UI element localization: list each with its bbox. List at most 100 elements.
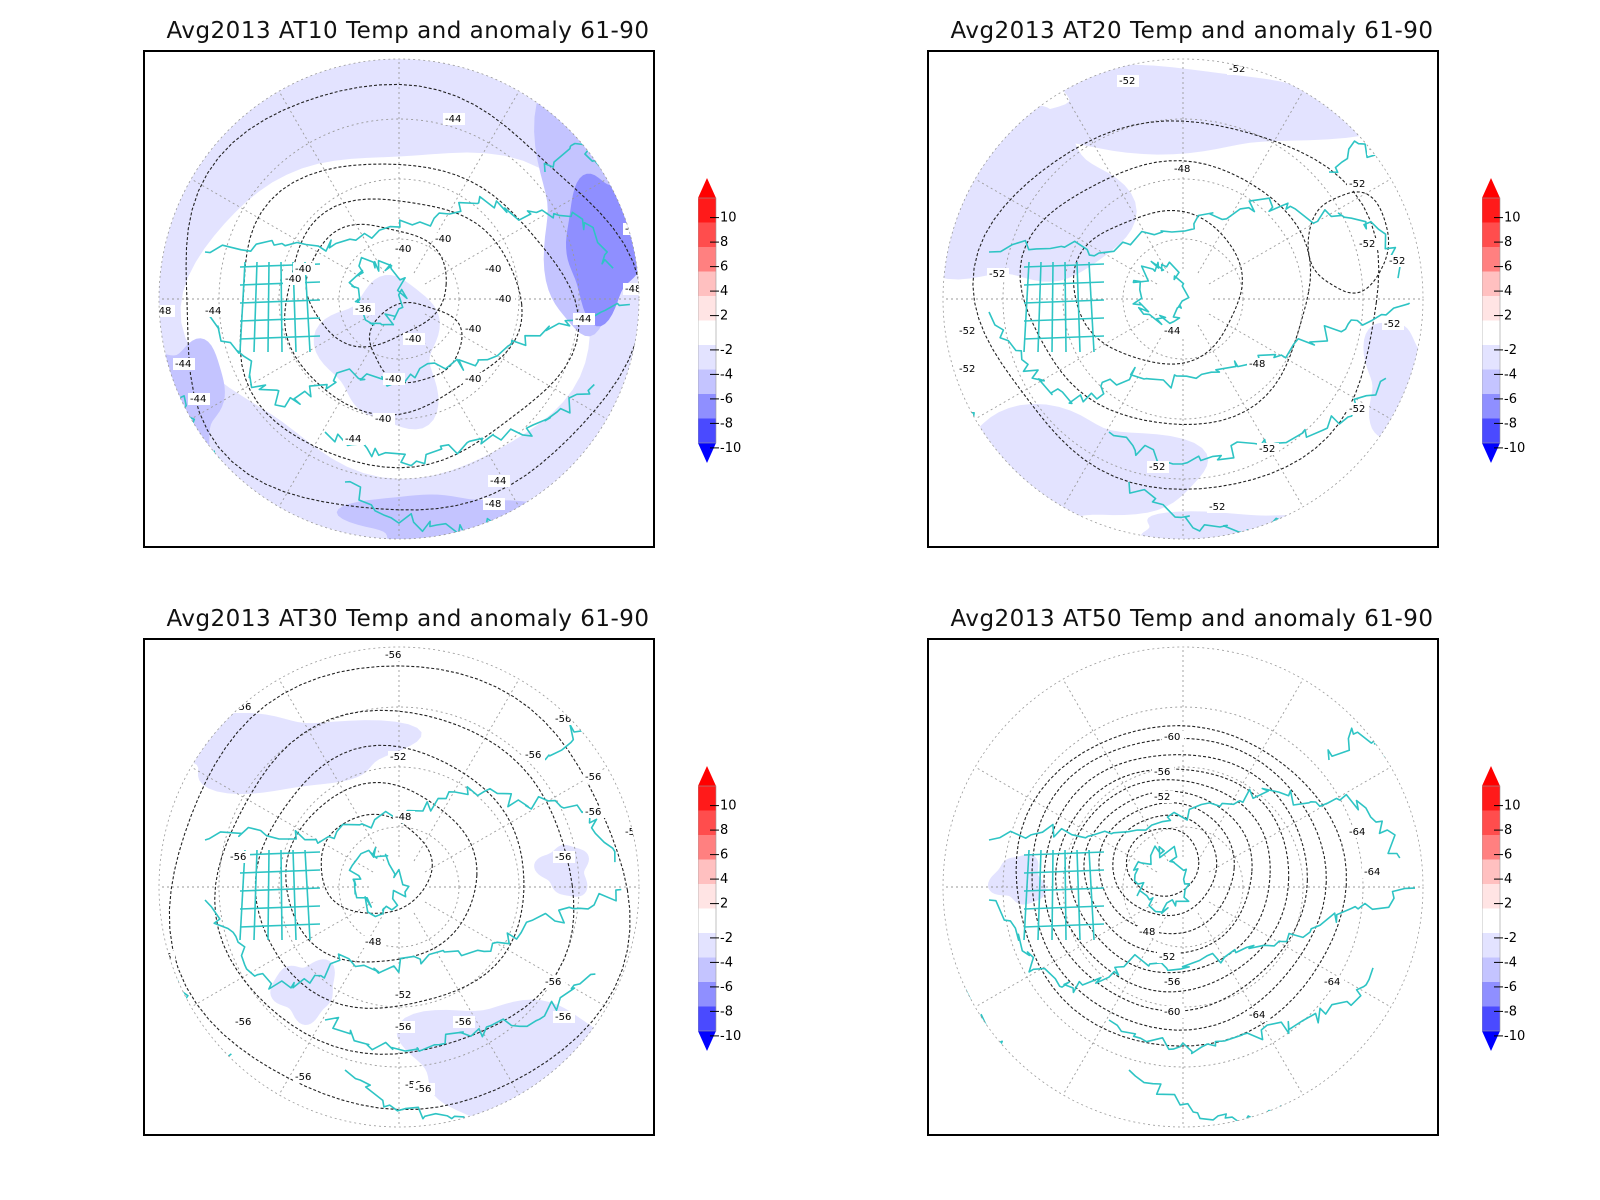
polar-map-at30: -56 -56 -56 -56 -56 -56 -56 -52 -56 -56 -48 -56 -56 -… (143, 638, 655, 1136)
contour-label-bg (1357, 238, 1379, 250)
legend-tick-label: -2 (1504, 931, 1517, 946)
contour-label-bg (203, 305, 225, 317)
contour-label-bg (1162, 731, 1184, 743)
contour-label-bg (493, 293, 515, 305)
contour-label-bg (403, 333, 425, 345)
contour-label: -44 (205, 306, 221, 317)
contour-label: -56 (1154, 767, 1170, 778)
contour-label: -48 (155, 306, 171, 317)
legend-tick-label: 6 (720, 260, 728, 275)
legend-tick-label: -4 (720, 955, 733, 970)
contour-label: -52 (959, 326, 975, 337)
contour-label: -56 (585, 772, 601, 783)
contour-label-bg (1322, 976, 1344, 988)
legend-swatch (1482, 908, 1500, 933)
contour-label: -56 (465, 650, 481, 661)
legend-swatch (698, 369, 716, 394)
contour-label: -40 (485, 264, 501, 275)
legend-swatch (1482, 418, 1500, 443)
contour-label-bg (1247, 358, 1269, 370)
legend-swatch (1482, 222, 1500, 247)
map-boundary (942, 646, 1424, 1128)
contour-label-bg (383, 649, 405, 661)
contour-label: -64 (1349, 827, 1365, 838)
contour-label: -60 (1164, 1007, 1180, 1018)
map-disk: -52 -52 -52 -52 -48 -52 -52 -52 -52 -52 -44 -48 -52 -… (943, 59, 1423, 539)
contour-label: -40 (395, 244, 411, 255)
contour-label: -48 (485, 499, 501, 510)
legend-swatch (698, 271, 716, 296)
contour-label: -52 (1209, 502, 1225, 513)
contour-label: -52 (1369, 144, 1385, 155)
contour-label-bg (383, 373, 405, 385)
contour-label: -64 (1364, 867, 1380, 878)
polar-map-at50: -60 -56 -52 -64 -64 -48 -52 -56 -60 -64 -64 (927, 638, 1439, 1136)
legend-tick-label: -4 (720, 367, 733, 382)
panel-title: Avg2013 AT10 Temp and anomaly 61-90 (166, 18, 650, 44)
contour-label: -36 (355, 304, 371, 315)
legend-swatch (1482, 394, 1500, 419)
contour-label-bg (1137, 926, 1159, 938)
legend-swatch (1482, 345, 1500, 370)
legend-tick-label: 6 (720, 848, 728, 863)
legend-under-arrow (698, 1031, 716, 1051)
contour-label: -40 (385, 374, 401, 385)
anomaly-shading (987, 854, 1047, 905)
legend-tick-label: 10 (1504, 211, 1521, 226)
contour-label: -56 (525, 750, 541, 761)
contour-label-bg (1382, 318, 1404, 330)
contour-label-bg (463, 323, 485, 335)
legend-tick-label: -8 (1504, 416, 1517, 431)
contour-label: -48 (1249, 359, 1265, 370)
legend-swatch (1482, 1006, 1500, 1031)
legend-swatch (698, 957, 716, 982)
contour-label: -40 (465, 374, 481, 385)
legend-tick-label: -8 (1504, 1004, 1517, 1019)
contour-label-layer: -52 -52 -52 -52 -48 -52 -52 -52 -52 -52 -44 -48 -52 -… (957, 63, 1409, 513)
contour-label-bg (1207, 501, 1229, 513)
legend-tick-label: -4 (1504, 955, 1517, 970)
contour-label: -56 (555, 1012, 571, 1023)
legend-tick-label: 8 (720, 823, 728, 838)
legend-tick-label: 8 (1504, 235, 1512, 250)
contour-label: -48 (1174, 164, 1190, 175)
legend-swatch (1482, 982, 1500, 1007)
colorbar-legend-at20: 10 8 6 4 2 -2 -4 -6 -8 -10 (1482, 178, 1562, 463)
map-panel-at30: Avg2013 AT30 Temp and anomaly 61-90 -56 -… (143, 588, 903, 1158)
legend-tick-label: -2 (720, 931, 733, 946)
legend-swatch (698, 982, 716, 1007)
legend-under-arrow (1482, 1031, 1500, 1051)
contour-label: -48 (1139, 927, 1155, 938)
legend-tick-label: -2 (1504, 343, 1517, 358)
map-boundary (942, 58, 1424, 540)
polar-map-at10: -44 -48 -48 -48 -40 -40 -40 -40 -36 -40 -48 -44 -44-… (143, 50, 655, 548)
legend-tick-label: -6 (720, 392, 733, 407)
contour-label: -52 (1149, 462, 1165, 473)
panel-title: Avg2013 AT50 Temp and anomaly 61-90 (950, 606, 1434, 632)
legend-swatch (698, 394, 716, 419)
contour-label-bg (1387, 255, 1409, 267)
legend-swatch (1482, 810, 1500, 835)
legend-tick-label: 4 (720, 872, 728, 887)
coastline-layer (164, 142, 631, 536)
contour-label: -56 (230, 852, 246, 863)
legend-tick-label: 2 (720, 309, 728, 324)
contour-label: -56 (205, 707, 221, 718)
panel-title: Avg2013 AT30 Temp and anomaly 61-90 (166, 606, 650, 632)
legend-swatch (698, 198, 716, 223)
contour-label-bg (1347, 826, 1369, 838)
contour-label: -56 (345, 640, 361, 648)
legend-swatch (698, 418, 716, 443)
contour-label-bg (443, 113, 465, 125)
contour-label: -56 (235, 702, 251, 713)
legend-swatch (1482, 859, 1500, 884)
temperature-contours (1015, 725, 1347, 1047)
contour-label: -40 (465, 324, 481, 335)
contour-label: -52 (1154, 792, 1170, 803)
legend-swatch (698, 786, 716, 811)
contour-label-bg (1172, 163, 1194, 175)
legend-tick-label: -6 (1504, 980, 1517, 995)
contour-label-bg (957, 325, 979, 337)
contour-label: -52 (1349, 179, 1365, 190)
contour-label: -56 (295, 1072, 311, 1083)
